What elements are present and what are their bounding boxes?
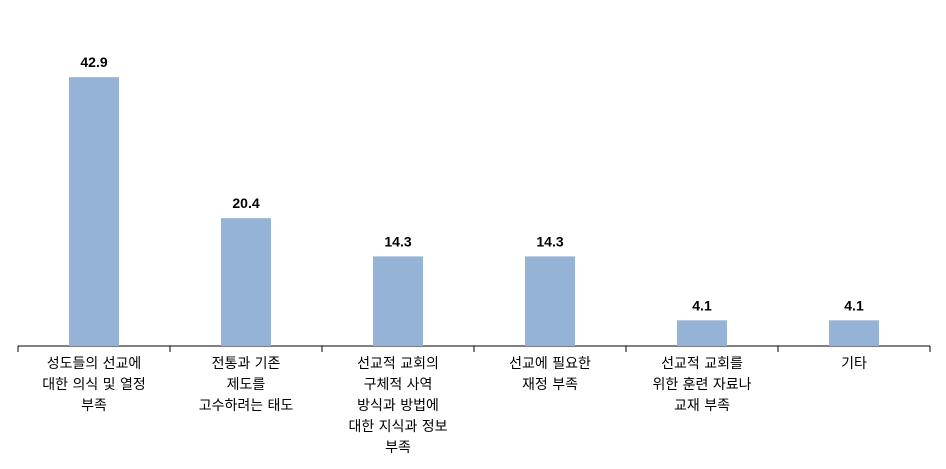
x-tick-label: 선교에 필요한 재정 부족	[509, 356, 591, 393]
value-label: 4.1	[692, 297, 712, 313]
value-label: 20.4	[232, 195, 259, 211]
x-tick-label: 선교적 교회의 구체적 사역 방식과 방법에 대한 지식과 정보 부족	[348, 356, 448, 456]
value-label: 14.3	[384, 233, 411, 249]
x-tick-label: 기타	[841, 356, 867, 372]
value-label: 4.1	[844, 297, 864, 313]
x-tick-label: 성도들의 선교에 대한 의식 및 열정 부족	[42, 356, 146, 414]
value-label: 14.3	[536, 233, 563, 249]
x-tick-label: 선교적 교회를 위한 훈련 자료나 교재 부족	[652, 356, 752, 414]
bar	[69, 77, 119, 346]
bar	[829, 320, 879, 346]
bar	[525, 256, 575, 346]
x-tick-label: 전통과 기존 제도를 고수하려는 태도	[198, 356, 294, 414]
bar	[677, 320, 727, 346]
bar	[373, 256, 423, 346]
bar	[221, 218, 271, 346]
value-label: 42.9	[80, 54, 107, 70]
